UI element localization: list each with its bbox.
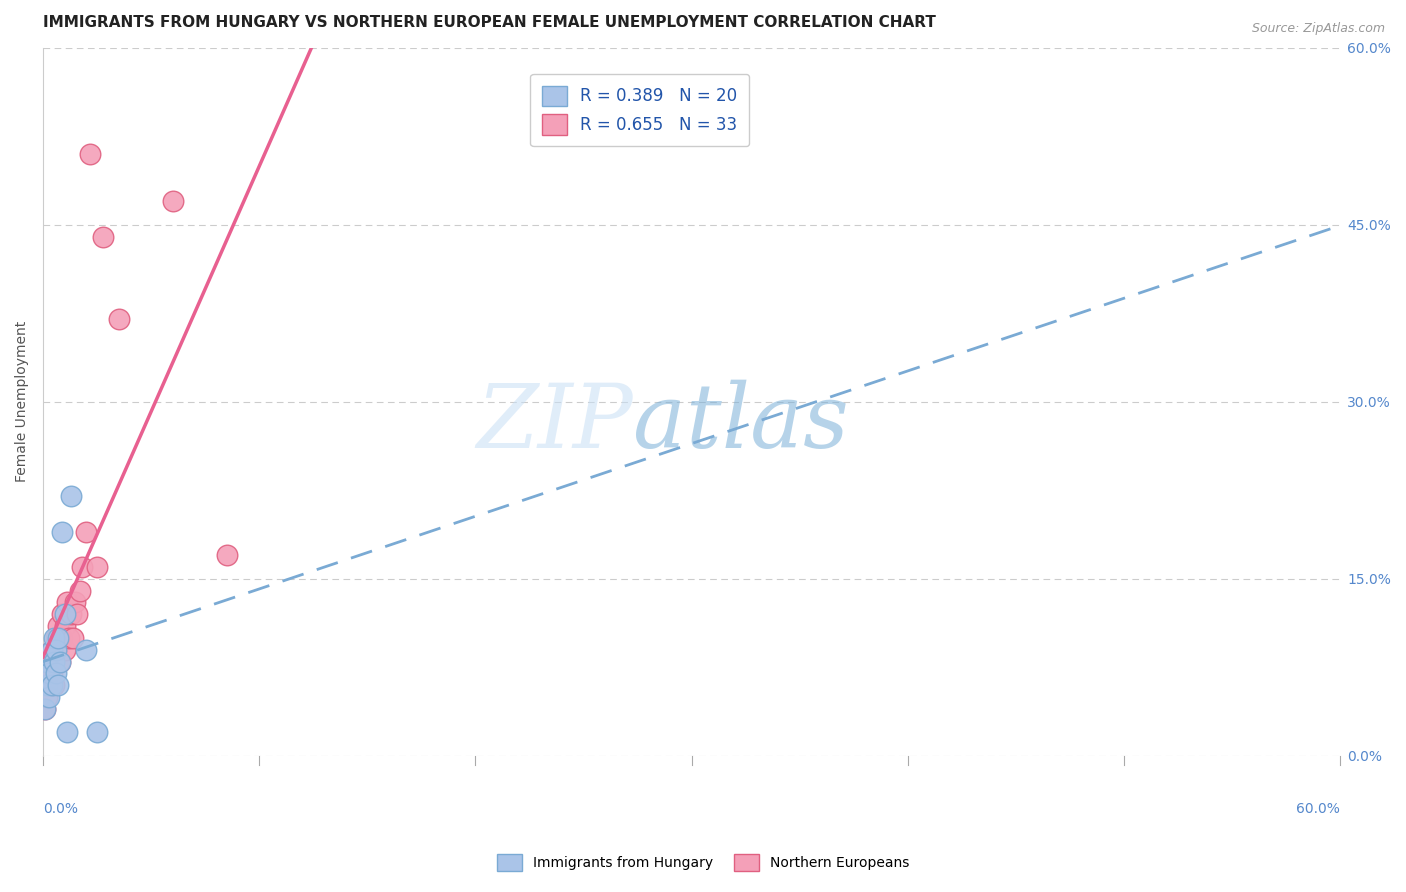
Text: 0.0%: 0.0% xyxy=(44,802,77,816)
Legend: Immigrants from Hungary, Northern Europeans: Immigrants from Hungary, Northern Europe… xyxy=(491,848,915,876)
Point xyxy=(70,560,93,574)
Point xyxy=(75,524,97,539)
Point xyxy=(46,619,69,633)
Point xyxy=(42,678,65,692)
Point xyxy=(41,666,63,681)
Point xyxy=(38,690,60,704)
Point xyxy=(38,666,60,681)
Point xyxy=(65,595,87,609)
Point xyxy=(55,595,77,609)
Point xyxy=(62,631,84,645)
Point xyxy=(55,725,77,739)
Text: ZIP: ZIP xyxy=(477,380,633,467)
Point xyxy=(107,312,129,326)
Point xyxy=(79,147,101,161)
Point xyxy=(86,560,108,574)
Point xyxy=(45,631,67,645)
Text: atlas: atlas xyxy=(633,380,849,467)
Point xyxy=(41,642,63,657)
Point xyxy=(37,690,59,704)
Point xyxy=(49,655,72,669)
Point xyxy=(53,642,76,657)
Point xyxy=(58,631,80,645)
Point xyxy=(41,678,63,692)
Point xyxy=(34,702,56,716)
Point xyxy=(51,631,73,645)
Point xyxy=(37,678,59,692)
Point xyxy=(93,229,115,244)
Point xyxy=(53,607,76,622)
Point xyxy=(45,642,67,657)
Point xyxy=(37,655,59,669)
Point xyxy=(59,489,82,503)
Point xyxy=(69,583,91,598)
Point xyxy=(38,655,60,669)
Point xyxy=(59,607,82,622)
Point xyxy=(38,678,60,692)
Text: IMMIGRANTS FROM HUNGARY VS NORTHERN EUROPEAN FEMALE UNEMPLOYMENT CORRELATION CHA: IMMIGRANTS FROM HUNGARY VS NORTHERN EURO… xyxy=(44,15,936,30)
Point xyxy=(215,549,238,563)
Point xyxy=(37,666,59,681)
Point xyxy=(42,631,65,645)
Point xyxy=(45,666,67,681)
Point xyxy=(46,631,69,645)
Point xyxy=(162,194,184,209)
Point xyxy=(42,655,65,669)
Point xyxy=(34,702,56,716)
Point xyxy=(86,725,108,739)
Point xyxy=(51,524,73,539)
Point xyxy=(42,655,65,669)
Legend: R = 0.389   N = 20, R = 0.655   N = 33: R = 0.389 N = 20, R = 0.655 N = 33 xyxy=(530,74,749,146)
Point xyxy=(66,607,89,622)
Point xyxy=(49,655,72,669)
Point xyxy=(46,678,69,692)
Point xyxy=(53,619,76,633)
Text: Source: ZipAtlas.com: Source: ZipAtlas.com xyxy=(1251,22,1385,36)
Text: 60.0%: 60.0% xyxy=(1296,802,1340,816)
Point xyxy=(41,642,63,657)
Point xyxy=(45,642,67,657)
Point xyxy=(51,607,73,622)
Point xyxy=(49,631,72,645)
Y-axis label: Female Unemployment: Female Unemployment xyxy=(15,321,30,483)
Point xyxy=(75,642,97,657)
